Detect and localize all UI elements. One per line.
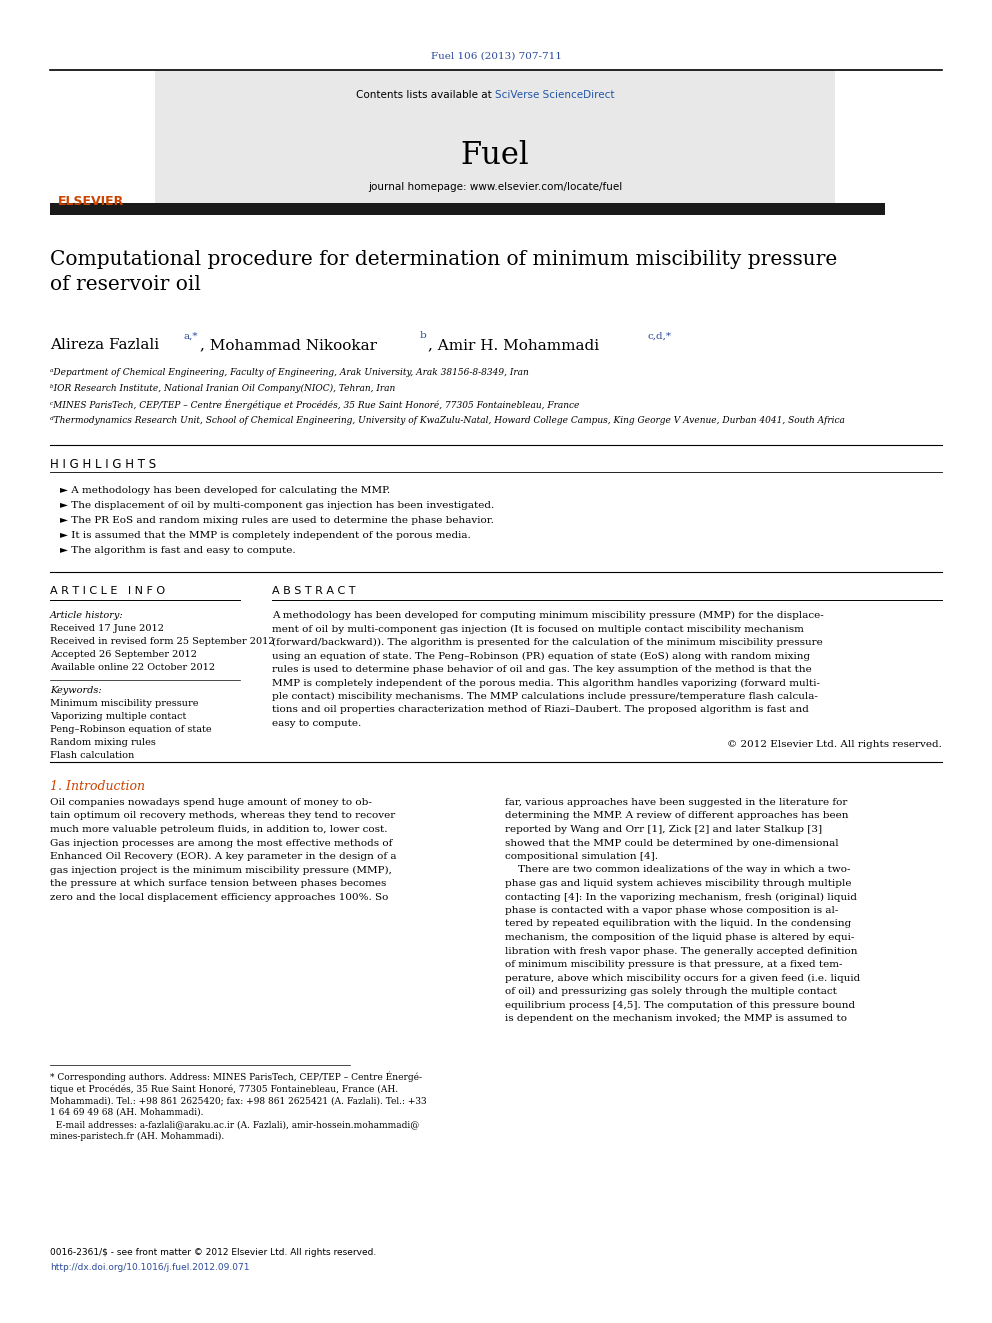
Text: http://dx.doi.org/10.1016/j.fuel.2012.09.071: http://dx.doi.org/10.1016/j.fuel.2012.09… <box>50 1263 250 1271</box>
Text: is dependent on the mechanism invoked; the MMP is assumed to: is dependent on the mechanism invoked; t… <box>505 1013 847 1023</box>
Text: ᵈThermodynamics Research Unit, School of Chemical Engineering, University of Kwa: ᵈThermodynamics Research Unit, School of… <box>50 415 845 425</box>
Text: libration with fresh vapor phase. The generally accepted definition: libration with fresh vapor phase. The ge… <box>505 946 857 955</box>
Text: b: b <box>420 331 427 340</box>
Text: Flash calculation: Flash calculation <box>50 751 134 759</box>
Text: perature, above which miscibility occurs for a given feed (i.e. liquid: perature, above which miscibility occurs… <box>505 974 860 983</box>
Text: ᵃDepartment of Chemical Engineering, Faculty of Engineering, Arak University, Ar: ᵃDepartment of Chemical Engineering, Fac… <box>50 368 529 377</box>
Text: equilibrium process [4,5]. The computation of this pressure bound: equilibrium process [4,5]. The computati… <box>505 1000 855 1009</box>
Text: determining the MMP. A review of different approaches has been: determining the MMP. A review of differe… <box>505 811 848 820</box>
Text: 1 64 69 49 68 (AH. Mohammadi).: 1 64 69 49 68 (AH. Mohammadi). <box>50 1107 203 1117</box>
Text: of oil) and pressurizing gas solely through the multiple contact: of oil) and pressurizing gas solely thro… <box>505 987 837 996</box>
Text: Computational procedure for determination of minimum miscibility pressure
of res: Computational procedure for determinatio… <box>50 250 837 294</box>
Text: A B S T R A C T: A B S T R A C T <box>272 586 355 595</box>
Text: Accepted 26 September 2012: Accepted 26 September 2012 <box>50 650 197 659</box>
Text: of minimum miscibility pressure is that pressure, at a fixed tem-: of minimum miscibility pressure is that … <box>505 960 842 968</box>
Text: Available online 22 October 2012: Available online 22 October 2012 <box>50 663 215 672</box>
Text: showed that the MMP could be determined by one-dimensional: showed that the MMP could be determined … <box>505 839 838 848</box>
Text: (forward/backward)). The algorithm is presented for the calculation of the minim: (forward/backward)). The algorithm is pr… <box>272 638 822 647</box>
Text: H I G H L I G H T S: H I G H L I G H T S <box>50 458 156 471</box>
Text: much more valuable petroleum fluids, in addition to, lower cost.: much more valuable petroleum fluids, in … <box>50 826 388 833</box>
Text: SciVerse ScienceDirect: SciVerse ScienceDirect <box>495 90 614 101</box>
Text: ► The PR EoS and random mixing rules are used to determine the phase behavior.: ► The PR EoS and random mixing rules are… <box>60 516 494 525</box>
Text: reported by Wang and Orr [1], Zick [2] and later Stalkup [3]: reported by Wang and Orr [1], Zick [2] a… <box>505 826 822 833</box>
Text: gas injection project is the minimum miscibility pressure (MMP),: gas injection project is the minimum mis… <box>50 865 392 875</box>
Text: contacting [4]: In the vaporizing mechanism, fresh (original) liquid: contacting [4]: In the vaporizing mechan… <box>505 893 857 902</box>
Text: Oil companies nowadays spend huge amount of money to ob-: Oil companies nowadays spend huge amount… <box>50 798 372 807</box>
Text: ► The displacement of oil by multi-component gas injection has been investigated: ► The displacement of oil by multi-compo… <box>60 501 494 509</box>
Text: © 2012 Elsevier Ltd. All rights reserved.: © 2012 Elsevier Ltd. All rights reserved… <box>727 740 942 749</box>
Text: Alireza Fazlali: Alireza Fazlali <box>50 337 159 352</box>
Text: 0016-2361/$ - see front matter © 2012 Elsevier Ltd. All rights reserved.: 0016-2361/$ - see front matter © 2012 El… <box>50 1248 376 1257</box>
Text: E-mail addresses: a-fazlali@araku.ac.ir (A. Fazlali), amir-hossein.mohammadi@: E-mail addresses: a-fazlali@araku.ac.ir … <box>50 1121 420 1129</box>
Text: tain optimum oil recovery methods, whereas they tend to recover: tain optimum oil recovery methods, where… <box>50 811 395 820</box>
Text: Vaporizing multiple contact: Vaporizing multiple contact <box>50 712 186 721</box>
Text: journal homepage: www.elsevier.com/locate/fuel: journal homepage: www.elsevier.com/locat… <box>368 183 622 192</box>
Text: * Corresponding authors. Address: MINES ParisTech, CEP/TEP – Centre Énergé-: * Corresponding authors. Address: MINES … <box>50 1072 422 1082</box>
Text: Peng–Robinson equation of state: Peng–Robinson equation of state <box>50 725 211 734</box>
Text: the pressure at which surface tension between phases becomes: the pressure at which surface tension be… <box>50 878 386 888</box>
Text: A R T I C L E   I N F O: A R T I C L E I N F O <box>50 586 165 595</box>
Text: ► A methodology has been developed for calculating the MMP.: ► A methodology has been developed for c… <box>60 486 390 495</box>
Text: Article history:: Article history: <box>50 611 124 620</box>
Text: , Mohammad Nikookar: , Mohammad Nikookar <box>200 337 377 352</box>
Text: ► The algorithm is fast and easy to compute.: ► The algorithm is fast and easy to comp… <box>60 546 296 556</box>
Text: ᵇIOR Research Institute, National Iranian Oil Company(NIOC), Tehran, Iran: ᵇIOR Research Institute, National Irania… <box>50 384 395 393</box>
Text: c,d,*: c,d,* <box>647 331 671 340</box>
Text: Fuel: Fuel <box>460 140 530 171</box>
Text: tions and oil properties characterization method of Riazi–Daubert. The proposed : tions and oil properties characterizatio… <box>272 705 808 714</box>
Text: ᶜMINES ParisTech, CEP/TEP – Centre Énergétique et Procédés, 35 Rue Saint Honoré,: ᶜMINES ParisTech, CEP/TEP – Centre Énerg… <box>50 400 579 410</box>
Text: compositional simulation [4].: compositional simulation [4]. <box>505 852 658 861</box>
Text: Random mixing rules: Random mixing rules <box>50 738 156 747</box>
Text: Enhanced Oil Recovery (EOR). A key parameter in the design of a: Enhanced Oil Recovery (EOR). A key param… <box>50 852 397 861</box>
Text: Keywords:: Keywords: <box>50 687 101 695</box>
Text: , Amir H. Mohammadi: , Amir H. Mohammadi <box>428 337 599 352</box>
Text: phase gas and liquid system achieves miscibility through multiple: phase gas and liquid system achieves mis… <box>505 878 851 888</box>
Bar <box>155 70 835 205</box>
Bar <box>50 202 885 216</box>
Text: Contents lists available at: Contents lists available at <box>356 90 495 101</box>
Text: tique et Procédés, 35 Rue Saint Honoré, 77305 Fontainebleau, France (AH.: tique et Procédés, 35 Rue Saint Honoré, … <box>50 1084 398 1094</box>
Text: A methodology has been developed for computing minimum miscibility pressure (MMP: A methodology has been developed for com… <box>272 611 823 620</box>
Text: Gas injection processes are among the most effective methods of: Gas injection processes are among the mo… <box>50 839 393 848</box>
Text: 1. Introduction: 1. Introduction <box>50 781 145 792</box>
Text: easy to compute.: easy to compute. <box>272 718 361 728</box>
Text: using an equation of state. The Peng–Robinson (PR) equation of state (EoS) along: using an equation of state. The Peng–Rob… <box>272 651 810 660</box>
Text: MMP is completely independent of the porous media. This algorithm handles vapori: MMP is completely independent of the por… <box>272 679 820 688</box>
Text: far, various approaches have been suggested in the literature for: far, various approaches have been sugges… <box>505 798 847 807</box>
Text: Received 17 June 2012: Received 17 June 2012 <box>50 624 164 632</box>
Text: tered by repeated equilibration with the liquid. In the condensing: tered by repeated equilibration with the… <box>505 919 851 929</box>
Text: rules is used to determine phase behavior of oil and gas. The key assumption of : rules is used to determine phase behavio… <box>272 665 811 673</box>
Text: ple contact) miscibility mechanisms. The MMP calculations include pressure/tempe: ple contact) miscibility mechanisms. The… <box>272 692 817 701</box>
Text: Minimum miscibility pressure: Minimum miscibility pressure <box>50 699 198 708</box>
Text: ► It is assumed that the MMP is completely independent of the porous media.: ► It is assumed that the MMP is complete… <box>60 531 471 540</box>
Text: a,*: a,* <box>183 331 197 340</box>
Text: There are two common idealizations of the way in which a two-: There are two common idealizations of th… <box>505 865 850 875</box>
Text: ELSEVIER: ELSEVIER <box>58 194 124 208</box>
Text: ment of oil by multi-component gas injection (It is focused on multiple contact : ment of oil by multi-component gas injec… <box>272 624 804 634</box>
Text: Fuel 106 (2013) 707-711: Fuel 106 (2013) 707-711 <box>431 52 561 61</box>
Text: mines-paristech.fr (AH. Mohammadi).: mines-paristech.fr (AH. Mohammadi). <box>50 1132 224 1142</box>
Text: phase is contacted with a vapor phase whose composition is al-: phase is contacted with a vapor phase wh… <box>505 906 838 916</box>
Text: Mohammadi). Tel.: +98 861 2625420; fax: +98 861 2625421 (A. Fazlali). Tel.: +33: Mohammadi). Tel.: +98 861 2625420; fax: … <box>50 1095 427 1105</box>
Text: zero and the local displacement efficiency approaches 100%. So: zero and the local displacement efficien… <box>50 893 389 901</box>
Text: mechanism, the composition of the liquid phase is altered by equi-: mechanism, the composition of the liquid… <box>505 933 854 942</box>
Text: Received in revised form 25 September 2012: Received in revised form 25 September 20… <box>50 636 275 646</box>
